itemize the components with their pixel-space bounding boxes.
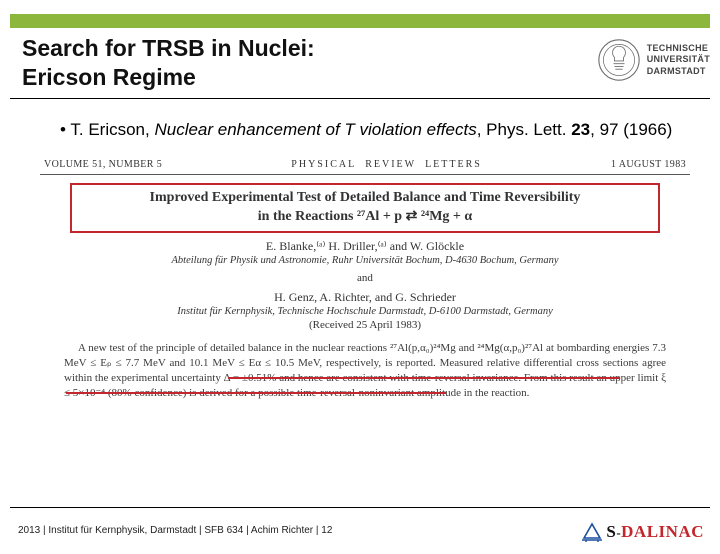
highlight-underline-2 [66,392,446,394]
authors-2: H. Genz, A. Richter, and G. Schrieder [40,290,690,305]
footer-rule [10,507,710,508]
citation-bullet: • T. Ericson, Nuclear enhancement of T v… [60,119,680,142]
cit-journal: , Phys. Lett. [477,120,572,139]
sd-s: S [606,522,616,541]
athena-seal-icon [597,38,641,82]
uni-l3: DARMSTADT [647,66,710,77]
uni-l2: UNIVERSITÄT [647,54,710,65]
header: Search for TRSB in Nuclei: Ericson Regim… [0,28,720,96]
cit-tail: , 97 (1966) [590,120,672,139]
journal-rule [40,174,690,175]
received: (Received 25 April 1983) [40,319,690,331]
paper-title-box: Improved Experimental Test of Detailed B… [70,183,660,233]
sdalinac-icon [580,520,604,544]
footer-text: 2013 | Institut für Kernphysik, Darmstad… [18,525,332,536]
jh-right: 1 AUGUST 1983 [611,159,686,170]
cit-title: Nuclear enhancement of T violation effec… [154,120,476,139]
authors-1: E. Blanke,⁽ᵃ⁾ H. Driller,⁽ᵃ⁾ and W. Glöc… [40,239,690,254]
bullet-list: • T. Ericson, Nuclear enhancement of T v… [0,99,720,152]
cit-vol: 23 [571,120,590,139]
title-line1: Search for TRSB in Nuclei: [22,35,315,61]
affil-2: Institut für Kernphysik, Technische Hoch… [40,306,690,317]
sdalinac-text: S-DALINAC [606,522,704,542]
university-logo: TECHNISCHE UNIVERSITÄT DARMSTADT [597,34,710,82]
highlight-underline-1 [228,377,620,379]
prl-scan: VOLUME 51, NUMBER 5 PHYSICAL REVIEW LETT… [40,159,690,400]
sd-red: DALINAC [621,522,704,541]
sdalinac-logo: S-DALINAC [580,520,704,544]
cit-author: T. Ericson, [70,120,154,139]
jh-left: VOLUME 51, NUMBER 5 [44,159,162,170]
journal-header: VOLUME 51, NUMBER 5 PHYSICAL REVIEW LETT… [40,159,690,170]
title-line2: Ericson Regime [22,64,196,90]
affil-1: Abteilung für Physik und Astronomie, Ruh… [40,255,690,266]
and-sep: and [40,272,690,284]
uni-l1: TECHNISCHE [647,43,710,54]
ptitle-l2: in the Reactions ²⁷Al + p ⇄ ²⁴Mg + α [112,208,618,227]
accent-bar [10,14,710,28]
jh-center: PHYSICAL REVIEW LETTERS [291,159,482,170]
university-name: TECHNISCHE UNIVERSITÄT DARMSTADT [647,43,710,77]
slide-title: Search for TRSB in Nuclei: Ericson Regim… [22,34,597,92]
ptitle-l1: Improved Experimental Test of Detailed B… [112,189,618,208]
